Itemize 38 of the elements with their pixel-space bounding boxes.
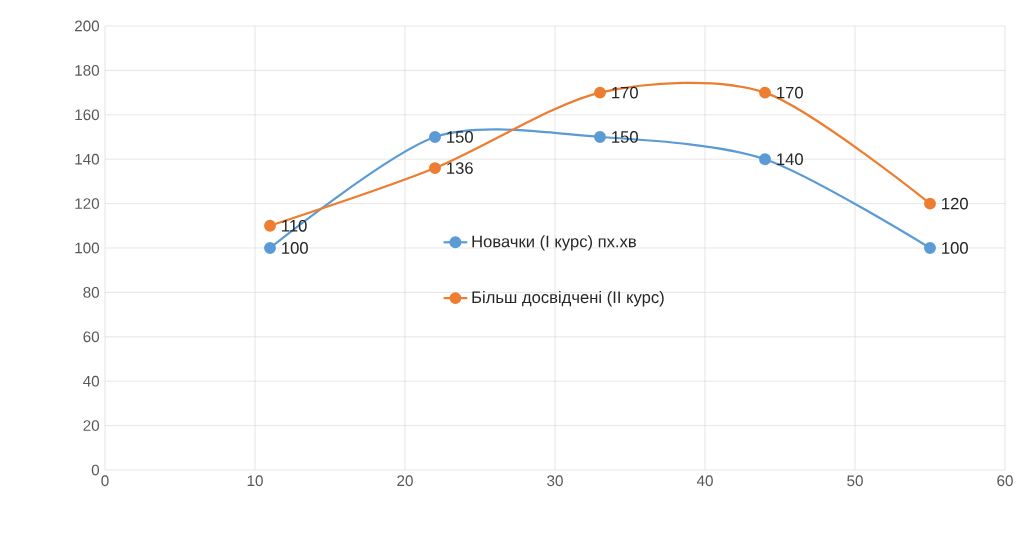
data-label: 150 xyxy=(447,131,473,143)
point xyxy=(759,86,771,99)
data-label: 136 xyxy=(447,162,473,174)
point xyxy=(594,131,606,143)
y-tick-label: 40 xyxy=(83,375,100,387)
x-tick-label: 30 xyxy=(547,475,563,487)
point xyxy=(429,131,441,143)
x-tick-label: 50 xyxy=(847,475,863,487)
point xyxy=(264,242,276,254)
y-tick-label: 140 xyxy=(75,153,100,165)
y-tick-label: 100 xyxy=(75,242,100,254)
point xyxy=(924,242,936,254)
x-tick-label: 10 xyxy=(247,475,263,487)
y-tick-label: 80 xyxy=(83,287,100,298)
data-label: 100 xyxy=(942,242,968,254)
y-tick-label: 200 xyxy=(75,20,100,32)
y-tick-label: 160 xyxy=(75,109,100,121)
y-tick-label: 20 xyxy=(83,420,100,431)
point xyxy=(759,153,771,166)
y-tick-label: 0 xyxy=(91,464,100,476)
data-label: 170 xyxy=(612,86,638,99)
data-label: 140 xyxy=(777,153,803,166)
x-tick-label: 40 xyxy=(696,475,713,487)
x-tick-label: 0 xyxy=(101,475,109,487)
y-tick-label: 60 xyxy=(83,331,100,343)
data-label: 170 xyxy=(777,86,803,99)
point xyxy=(924,197,936,210)
data-label: 100 xyxy=(282,242,308,254)
y-tick-label: 120 xyxy=(75,198,100,209)
legend-label: Новачки (І курс) пх.хв xyxy=(472,235,636,251)
x-tick-label: 60 xyxy=(997,475,1013,487)
legend-label: Більш досвідчені (ІІ курс) xyxy=(472,290,664,307)
point xyxy=(594,86,606,99)
y-tick-label: 180 xyxy=(75,65,100,76)
point xyxy=(264,219,276,232)
point xyxy=(429,162,441,175)
data-label: 120 xyxy=(942,197,968,210)
x-tick-label: 20 xyxy=(397,475,413,487)
